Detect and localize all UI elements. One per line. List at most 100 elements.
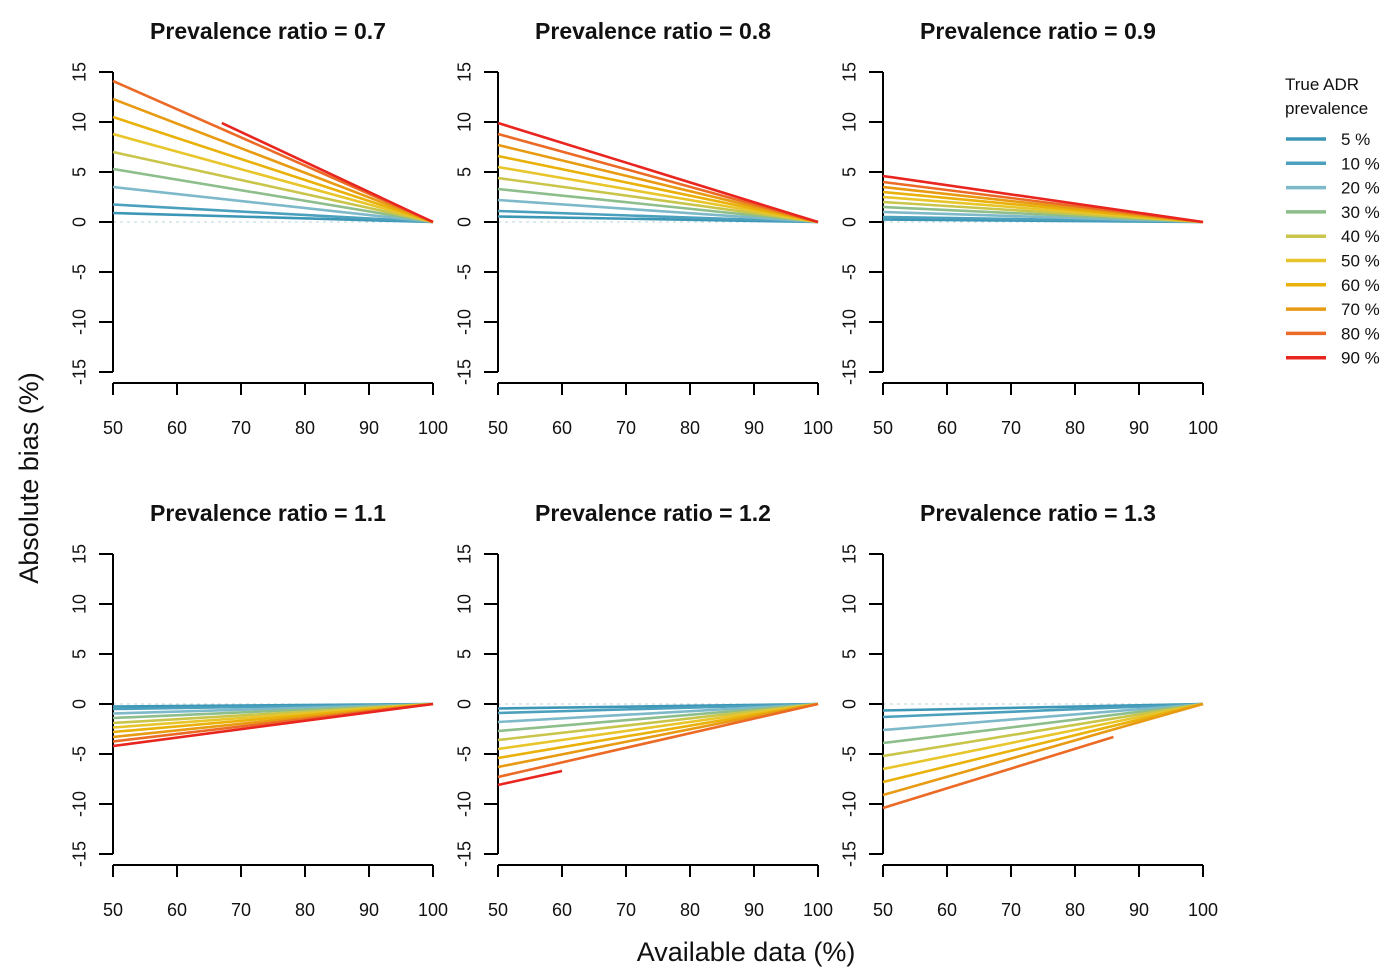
y-tick-label: 5 (454, 649, 474, 659)
y-tick-label: -5 (454, 746, 474, 762)
y-tick-label: -15 (69, 841, 89, 867)
legend-label: 90 % (1341, 349, 1380, 368)
y-tick-label: -5 (69, 746, 89, 762)
series-line-20pct (497, 198, 819, 224)
series-line-40pct (497, 176, 819, 224)
x-tick-label: 80 (680, 900, 700, 920)
x-tick-label: 70 (616, 418, 636, 438)
legend-items: 5 % 10 % 20 % 30 % 40 % 50 % 60 % 70 % 80 % 90 % (1286, 130, 1380, 368)
x-axis-label: Available data (%) (637, 937, 856, 967)
legend-label: 10 % (1341, 154, 1380, 173)
panel-4: Prevalence ratio = 1.1 -15 -10 -5 0 5 10 15 50 60… (69, 500, 448, 920)
x-tick-label: 90 (359, 418, 379, 438)
y-tick-label: 5 (839, 649, 859, 659)
panel-title: Prevalence ratio = 1.2 (535, 500, 771, 526)
y-tick-label: 5 (69, 649, 89, 659)
y-tick-label: 5 (69, 167, 89, 177)
legend-label: 5 % (1341, 130, 1370, 149)
y-tick-label: 15 (839, 62, 859, 82)
series-line-90pct (221, 121, 434, 224)
y-tick-label: 15 (69, 544, 89, 564)
series-line-90pct (882, 174, 1204, 224)
legend-label: 50 % (1341, 251, 1380, 270)
legend-title-line-2: prevalence (1285, 99, 1368, 118)
y-tick-label: 15 (839, 544, 859, 564)
legend: True ADR prevalence 5 %10 %20 %30 %40 %5… (1285, 75, 1380, 368)
y-tick-label: 0 (839, 217, 859, 227)
series-line-90pct (112, 702, 434, 748)
y-tick-label: -10 (69, 791, 89, 817)
series-line-80pct (112, 79, 434, 224)
series-line-30pct (497, 702, 819, 733)
x-tick-label: 60 (937, 900, 957, 920)
x-tick-label: 100 (1188, 900, 1218, 920)
y-tick-label: -10 (454, 309, 474, 335)
x-tick-label: 70 (231, 418, 251, 438)
y-tick-label: -10 (839, 309, 859, 335)
x-tick-label: 60 (937, 418, 957, 438)
series-line-10pct (882, 702, 1204, 719)
panel-5: Prevalence ratio = 1.2 -15 -10 -5 0 5 10 15 50 60… (454, 500, 833, 920)
x-tick-label: 70 (1001, 418, 1021, 438)
series-line-30pct (112, 167, 434, 224)
y-tick-label: -10 (839, 791, 859, 817)
x-tick-label: 100 (1188, 418, 1218, 438)
y-tick-label: 15 (454, 544, 474, 564)
series-line-40pct (497, 702, 819, 742)
y-tick-label: 10 (454, 594, 474, 614)
series-line-60pct (497, 154, 819, 224)
x-tick-label: 60 (552, 418, 572, 438)
panel-1: Prevalence ratio = 0.7 -15 -10 -5 0 5 10 15 50 60… (69, 18, 448, 438)
legend-label: 70 % (1341, 300, 1380, 319)
x-tick-label: 70 (616, 900, 636, 920)
x-tick-label: 50 (103, 900, 123, 920)
x-tick-label: 80 (1065, 900, 1085, 920)
x-tick-label: 60 (167, 418, 187, 438)
x-tick-label: 50 (488, 418, 508, 438)
y-tick-label: 0 (839, 699, 859, 709)
y-tick-label: 10 (839, 112, 859, 132)
series-line-60pct (882, 702, 1204, 784)
series-line-20pct (112, 185, 434, 224)
x-tick-label: 100 (803, 900, 833, 920)
x-tick-label: 90 (1129, 418, 1149, 438)
y-tick-label: 0 (69, 217, 89, 227)
x-tick-label: 70 (1001, 900, 1021, 920)
x-tick-label: 90 (359, 900, 379, 920)
legend-label: 80 % (1341, 324, 1380, 343)
series-line-90pct (497, 769, 563, 787)
panel-title: Prevalence ratio = 1.3 (920, 500, 1156, 526)
y-tick-label: 15 (69, 62, 89, 82)
y-axis-label: Absolute bias (%) (14, 372, 44, 584)
series-line-10pct (112, 203, 434, 224)
y-tick-label: 10 (69, 112, 89, 132)
y-tick-label: -5 (839, 264, 859, 280)
x-tick-label: 50 (488, 900, 508, 920)
legend-label: 30 % (1341, 203, 1380, 222)
x-tick-label: 90 (744, 418, 764, 438)
y-tick-label: -15 (454, 841, 474, 867)
y-tick-label: -5 (839, 746, 859, 762)
panel-6: Prevalence ratio = 1.3 -15 -10 -5 0 5 10 15 50 60… (839, 500, 1218, 920)
series-line-80pct (497, 132, 819, 224)
series-line-30pct (497, 187, 819, 224)
panel-2: Prevalence ratio = 0.8 -15 -10 -5 0 5 10 15 50 60… (454, 18, 833, 438)
x-tick-label: 80 (295, 418, 315, 438)
x-tick-label: 100 (418, 900, 448, 920)
y-tick-label: -5 (454, 264, 474, 280)
series-line-50pct (497, 165, 819, 224)
y-tick-label: 0 (69, 699, 89, 709)
y-tick-label: 5 (839, 167, 859, 177)
y-tick-label: 0 (454, 217, 474, 227)
x-tick-label: 80 (1065, 418, 1085, 438)
panel-title: Prevalence ratio = 0.9 (920, 18, 1156, 44)
legend-label: 60 % (1341, 276, 1380, 295)
x-tick-label: 50 (873, 418, 893, 438)
y-tick-label: -15 (839, 359, 859, 385)
series-line-20pct (882, 702, 1204, 732)
x-tick-label: 70 (231, 900, 251, 920)
series-line-50pct (882, 702, 1204, 771)
series-line-5pct (112, 211, 434, 224)
